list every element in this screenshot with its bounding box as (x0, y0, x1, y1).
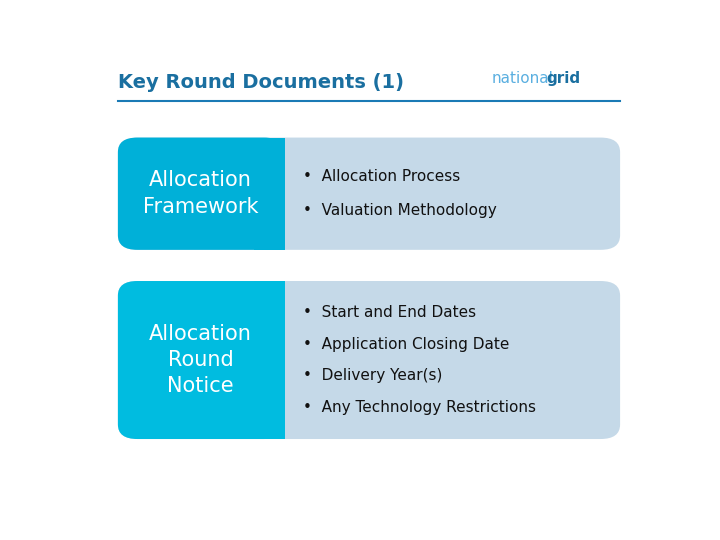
FancyBboxPatch shape (118, 281, 620, 439)
Text: grid: grid (546, 71, 580, 86)
Text: Allocation
Framework: Allocation Framework (143, 171, 258, 217)
Text: national: national (492, 71, 554, 86)
Text: Key Round Documents (1): Key Round Documents (1) (118, 73, 404, 92)
Text: Allocation
Round
Notice: Allocation Round Notice (149, 323, 252, 396)
FancyBboxPatch shape (118, 138, 620, 250)
FancyBboxPatch shape (118, 138, 284, 250)
Text: •  Valuation Methodology: • Valuation Methodology (303, 203, 497, 218)
Text: •  Delivery Year(s): • Delivery Year(s) (303, 368, 443, 383)
Text: •  Application Closing Date: • Application Closing Date (303, 337, 510, 352)
Text: •  Start and End Dates: • Start and End Dates (303, 305, 477, 320)
Bar (254, 281, 284, 439)
Bar (254, 138, 284, 250)
Text: •  Any Technology Restrictions: • Any Technology Restrictions (303, 400, 536, 415)
FancyBboxPatch shape (118, 281, 284, 439)
Text: •  Allocation Process: • Allocation Process (303, 170, 460, 184)
